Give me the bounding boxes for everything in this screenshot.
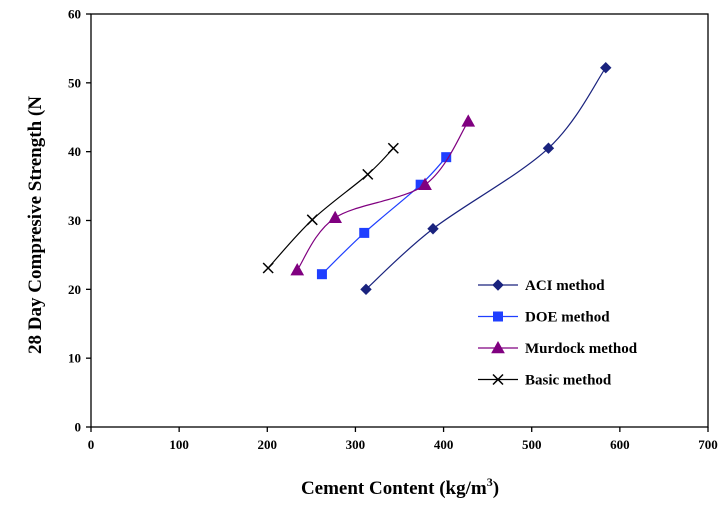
data-point [362, 168, 374, 180]
data-point [600, 61, 612, 74]
y-tick-label: 20 [68, 282, 81, 297]
marker-stroke [306, 214, 318, 226]
data-point [387, 142, 399, 154]
x-tick-label: 200 [258, 437, 278, 452]
x-axis-title-sup: 3 [487, 475, 493, 489]
series-line [365, 67, 607, 290]
legend-label: ACI method [525, 278, 605, 294]
x-tick-label: 700 [698, 437, 718, 452]
marker-stroke [492, 373, 504, 386]
x-axis-title: Cement Content (kg/m3) [301, 475, 499, 499]
x-tick-label: 0 [88, 437, 95, 452]
x-tick-label: 100 [169, 437, 189, 452]
x-axis-title-end: ) [493, 478, 499, 499]
series-line [296, 121, 469, 271]
series-basic-method [262, 142, 399, 274]
data-point [461, 114, 476, 127]
series-aci-method [360, 61, 612, 296]
x-tick-label: 300 [346, 437, 366, 452]
plot-frame [90, 13, 709, 428]
data-point [542, 142, 555, 154]
y-axis-title: 28 Day Compresive Strength (N [25, 96, 46, 354]
data-point [427, 223, 439, 235]
legend-label: Basic method [525, 373, 612, 389]
legend-entry: Murdock method [478, 340, 638, 357]
data-point [360, 283, 372, 296]
y-tick-label: 40 [68, 144, 81, 159]
marker-stroke [362, 168, 374, 180]
legend-label: Murdock method [525, 341, 638, 357]
series-murdock-method [290, 114, 476, 276]
y-tick-label: 0 [75, 420, 82, 435]
legend-entry: Basic method [478, 373, 612, 389]
legend-marker [492, 373, 504, 386]
data-point [328, 210, 343, 224]
axes: 0 100 200 300 400 500 600 700 0 10 20 30 40 50 60 [68, 7, 718, 453]
data-point [359, 227, 370, 238]
legend-label: DOE method [525, 310, 610, 326]
legend: ACI method DOE method Murdock method Basic … [478, 278, 638, 389]
legend-marker [493, 311, 503, 322]
x-tick-label: 500 [522, 437, 542, 452]
legend-marker [492, 279, 504, 291]
legend-entry: ACI method [478, 278, 605, 294]
series-line [321, 156, 447, 275]
data-point [418, 177, 432, 191]
x-axis-title-main: Cement Content (kg/m [301, 478, 487, 499]
series-layer [262, 61, 612, 296]
y-tick-label: 60 [68, 7, 81, 22]
marker-stroke [387, 142, 399, 154]
data-point [290, 263, 305, 276]
marker-stroke [262, 262, 274, 274]
series-line [267, 147, 394, 269]
data-point [316, 269, 327, 280]
y-tick-label: 50 [68, 75, 81, 90]
y-tick-label: 30 [68, 213, 81, 228]
x-tick-label: 600 [610, 437, 630, 452]
y-tick-label: 10 [68, 351, 81, 366]
legend-marker [491, 340, 505, 354]
x-tick-label: 400 [434, 437, 454, 452]
data-point [262, 262, 274, 274]
data-point [306, 214, 318, 226]
legend-entry: DOE method [478, 310, 610, 326]
